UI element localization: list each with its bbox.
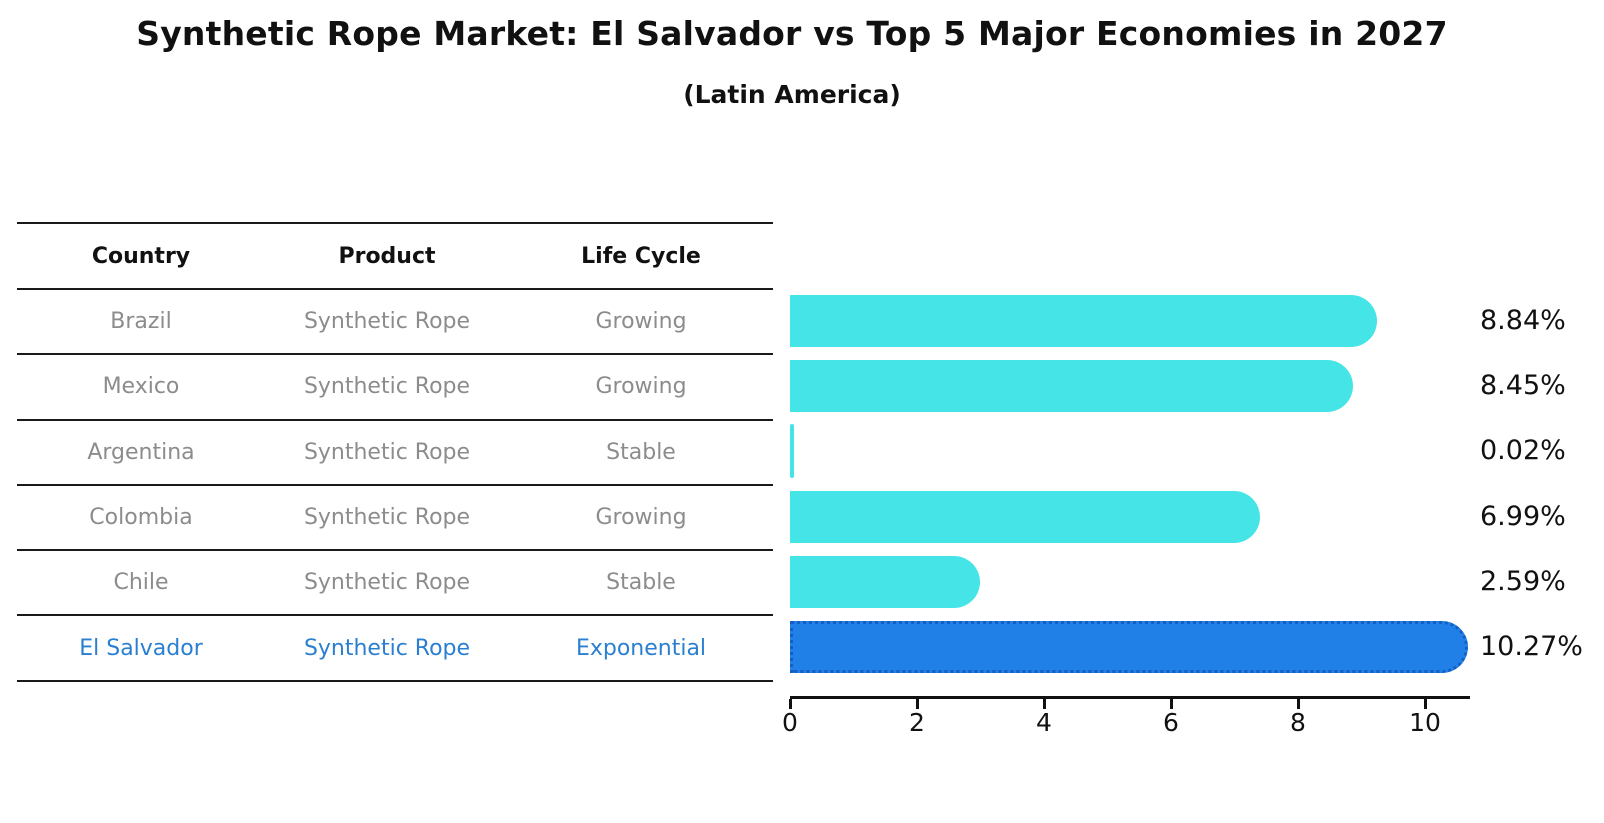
bar-argentina [790, 424, 794, 479]
cell-life-cycle: Stable [606, 570, 676, 596]
x-tick-label-10: 10 [1409, 708, 1441, 737]
cell-product: Synthetic Rope [303, 505, 471, 531]
cell-product: Synthetic Rope [303, 374, 471, 400]
cell-country: El Salvador [79, 635, 203, 661]
x-tick-mark-4 [1042, 699, 1046, 709]
table-row-mexico: Mexico Synthetic Rope Growing [17, 355, 773, 421]
table-row-el-salvador: El Salvador Synthetic Rope Exponential [17, 616, 773, 682]
x-tick-mark-2 [915, 699, 919, 709]
value-label-chile: 2.59% [1480, 565, 1566, 597]
page-title: Synthetic Rope Market: El Salvador vs To… [136, 14, 1448, 53]
cell-life-cycle: Exponential [575, 635, 707, 661]
column-header-product: Product [338, 243, 436, 269]
table-header-row: Country Product Life Cycle [17, 222, 773, 290]
cell-life-cycle: Stable [606, 439, 676, 465]
table-body: Brazil Synthetic Rope Growing Mexico Synthet… [17, 290, 773, 682]
x-tick-mark-6 [1169, 699, 1173, 709]
cell-product: Synthetic Rope [303, 635, 471, 661]
column-header-country: Country [91, 243, 191, 269]
x-tick-label-4: 4 [1036, 708, 1052, 737]
bar-el-salvador [790, 621, 1469, 674]
table-row-colombia: Colombia Synthetic Rope Growing [17, 486, 773, 552]
value-label-mexico: 8.45% [1480, 369, 1566, 401]
table-row-chile: Chile Synthetic Rope Stable [17, 551, 773, 617]
x-tick-label-6: 6 [1163, 708, 1179, 737]
value-label-el-salvador: 10.27% [1480, 631, 1583, 663]
bar-colombia [790, 490, 1260, 543]
cell-product: Synthetic Rope [303, 439, 471, 465]
cell-country: Chile [113, 570, 169, 596]
x-tick-label-0: 0 [782, 708, 798, 737]
cell-life-cycle: Growing [595, 505, 687, 531]
x-axis-line [790, 696, 1470, 699]
cell-product: Synthetic Rope [303, 309, 471, 335]
x-tick-mark-8 [1296, 699, 1300, 709]
cell-life-cycle: Growing [595, 374, 687, 400]
cell-country: Brazil [110, 309, 172, 335]
cell-product: Synthetic Rope [303, 570, 471, 596]
column-header-life-cycle: Life Cycle [581, 243, 701, 269]
bar-brazil [790, 294, 1378, 347]
x-tick-label-8: 8 [1290, 708, 1306, 737]
value-label-colombia: 6.99% [1480, 500, 1566, 532]
table-row-brazil: Brazil Synthetic Rope Growing [17, 290, 773, 356]
cell-country: Argentina [87, 439, 195, 465]
cell-country: Mexico [102, 374, 180, 400]
value-label-brazil: 8.84% [1480, 304, 1566, 336]
x-tick-label-2: 2 [909, 708, 925, 737]
x-tick-mark-0 [788, 699, 792, 709]
table-row-argentina: Argentina Synthetic Rope Stable [17, 421, 773, 486]
cell-country: Colombia [89, 505, 193, 531]
value-label-argentina: 0.02% [1480, 435, 1566, 467]
bar-mexico [790, 359, 1353, 412]
country-info-table: Country Product Life Cycle Brazil Synthet… [17, 222, 773, 682]
page-subtitle: (Latin America) [683, 80, 901, 109]
x-tick-mark-10 [1423, 699, 1427, 709]
bar-chile [790, 555, 981, 608]
cell-life-cycle: Growing [595, 309, 687, 335]
